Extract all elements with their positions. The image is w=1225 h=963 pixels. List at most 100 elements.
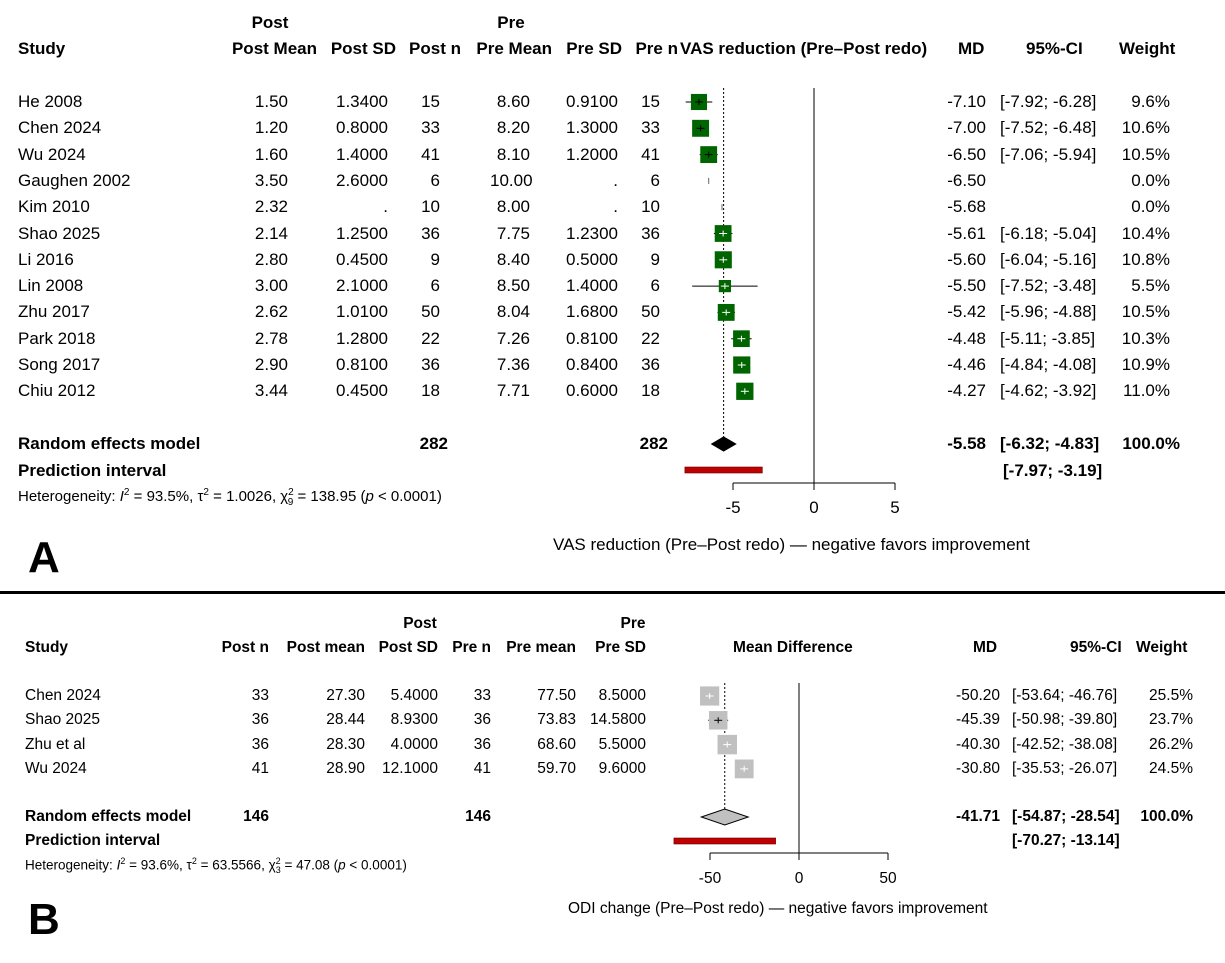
row-weight: 10.4% xyxy=(1121,223,1170,243)
row-md: -7.00 xyxy=(947,118,986,138)
row-ci: [-7.52; -3.48] xyxy=(1000,276,1097,296)
x-tick-label: 0 xyxy=(809,498,818,517)
pooled-diamond xyxy=(699,808,750,826)
row-pre-mean: 10.00 xyxy=(490,170,533,190)
row-study: Li 2016 xyxy=(18,249,74,269)
row-ci: [-6.18; -5.04] xyxy=(1000,223,1097,243)
row-post-n: 41 xyxy=(421,144,440,164)
row-post-n: 15 xyxy=(421,92,440,111)
panel-letter-a: A xyxy=(28,533,60,582)
x-tick-label: 50 xyxy=(879,870,897,887)
row-pre-sd: . xyxy=(613,170,618,190)
col-pre-n: Pre n xyxy=(635,39,678,58)
row-pre-sd: 9.6000 xyxy=(598,759,646,777)
row-post-mean: 3.44 xyxy=(254,381,288,401)
random-effects-ci: [-6.32; -4.83] xyxy=(1000,434,1100,453)
row-post-n: 41 xyxy=(251,759,269,777)
random-effects-ci-b: [-54.87; -28.54] xyxy=(1012,808,1120,825)
row-post-sd: 1.2800 xyxy=(336,328,388,348)
random-effects-md-b: -41.71 xyxy=(956,808,1000,825)
row-pre-mean: 7.36 xyxy=(496,355,530,374)
row-study: Chen 2024 xyxy=(18,118,102,138)
row-pre-mean: 73.83 xyxy=(537,711,576,729)
x-axis-label-a: VAS reduction (Pre–Post redo) — negative… xyxy=(553,535,1030,554)
row-post-sd: 1.3400 xyxy=(336,92,388,111)
row-weight: 10.8% xyxy=(1121,249,1170,269)
heterogeneity-b: Heterogeneity: I2 = 93.6%, τ2 = 63.5566,… xyxy=(25,856,407,876)
row-post-mean: 1.50 xyxy=(254,92,288,111)
row-study: Kim 2010 xyxy=(18,197,90,217)
row-pre-mean: 59.70 xyxy=(537,759,576,777)
col-pre-mean-b: Pre mean xyxy=(506,639,576,656)
row-md: -40.30 xyxy=(956,735,1000,753)
row-post-mean: 1.20 xyxy=(254,118,288,138)
row-study: Song 2017 xyxy=(18,355,101,374)
col-post-n-b: Post n xyxy=(221,639,269,656)
row-study: Chen 2024 xyxy=(25,687,101,704)
row-post-mean: 2.14 xyxy=(254,223,288,243)
row-pre-n: 18 xyxy=(641,381,660,401)
row-md: -4.46 xyxy=(947,355,986,374)
row-pre-n: 33 xyxy=(641,118,660,138)
row-weight: 24.5% xyxy=(1149,759,1193,777)
row-study: Lin 2008 xyxy=(18,276,84,296)
row-pre-sd: 1.3000 xyxy=(566,118,618,138)
row-post-mean: 3.00 xyxy=(254,276,288,296)
row-ci: [-5.96; -4.88] xyxy=(1000,302,1097,322)
col-pre-sd-b: Pre SD xyxy=(595,639,646,656)
row-study: Park 2018 xyxy=(18,328,96,348)
row-weight: 10.5% xyxy=(1121,302,1170,322)
panel-letter-b: B xyxy=(28,895,60,944)
row-post-n: 36 xyxy=(421,223,440,243)
row-ci: [-35.53; -26.07] xyxy=(1012,759,1118,777)
row-pre-mean: 8.10 xyxy=(496,144,530,164)
row-post-mean: 28.30 xyxy=(326,735,365,753)
row-pre-n: 50 xyxy=(641,302,660,322)
row-post-n: 6 xyxy=(430,276,440,296)
row-post-mean: 1.60 xyxy=(254,144,288,164)
row-ci: [-53.64; -46.76] xyxy=(1012,687,1118,704)
random-effects-post-n: 282 xyxy=(419,434,448,453)
row-pre-mean: 7.75 xyxy=(496,223,530,243)
random-effects-weight-b: 100.0% xyxy=(1140,808,1193,825)
row-post-n: 18 xyxy=(421,381,440,401)
row-post-sd: 4.0000 xyxy=(390,735,438,753)
x-tick-label: 0 xyxy=(795,870,804,887)
col-weight-b: Weight xyxy=(1136,639,1188,656)
x-tick-label: -50 xyxy=(699,870,722,887)
row-post-n: 6 xyxy=(430,170,440,190)
row-post-sd: 0.8100 xyxy=(336,355,388,374)
row-post-n: 10 xyxy=(421,197,440,217)
row-post-n: 33 xyxy=(421,118,440,138)
row-pre-n: 36 xyxy=(473,735,491,753)
row-post-mean: 2.90 xyxy=(254,355,288,374)
row-ci: [-7.92; -6.28] xyxy=(1000,92,1097,111)
col-pre-mean: Pre Mean xyxy=(476,39,552,58)
random-effects-label-b: Random effects model xyxy=(25,808,192,825)
row-md: -5.60 xyxy=(947,249,986,269)
row-study: Zhu 2017 xyxy=(18,302,90,322)
row-post-mean: 3.50 xyxy=(254,170,288,190)
row-pre-sd: 8.5000 xyxy=(598,687,646,704)
row-post-sd: 2.1000 xyxy=(336,276,388,296)
row-study: Gaughen 2002 xyxy=(18,170,131,190)
random-effects-post-n-b: 146 xyxy=(243,808,269,825)
row-study: Shao 2025 xyxy=(25,711,100,729)
random-effects-pre-n-b: 146 xyxy=(465,808,491,825)
row-post-n: 50 xyxy=(421,302,440,322)
row-post-n: 22 xyxy=(421,328,440,348)
random-effects-md: -5.58 xyxy=(947,434,986,453)
row-ci: [-4.62; -3.92] xyxy=(1000,381,1097,401)
col-post-mean-b: Post mean xyxy=(286,639,365,656)
row-md: -4.48 xyxy=(947,328,986,348)
row-post-sd: 8.9300 xyxy=(390,711,438,729)
prediction-interval-bar xyxy=(684,466,763,474)
row-md: -5.68 xyxy=(947,197,986,217)
col-effect-label-b: Mean Difference xyxy=(733,639,853,656)
x-axis-label-b: ODI change (Pre–Post redo) — negative fa… xyxy=(568,900,988,917)
row-weight: 10.9% xyxy=(1121,355,1170,374)
row-post-mean: 2.32 xyxy=(254,197,288,217)
col-study: Study xyxy=(18,39,66,58)
row-post-mean: 28.90 xyxy=(326,759,365,777)
row-pre-n: 36 xyxy=(641,355,660,374)
